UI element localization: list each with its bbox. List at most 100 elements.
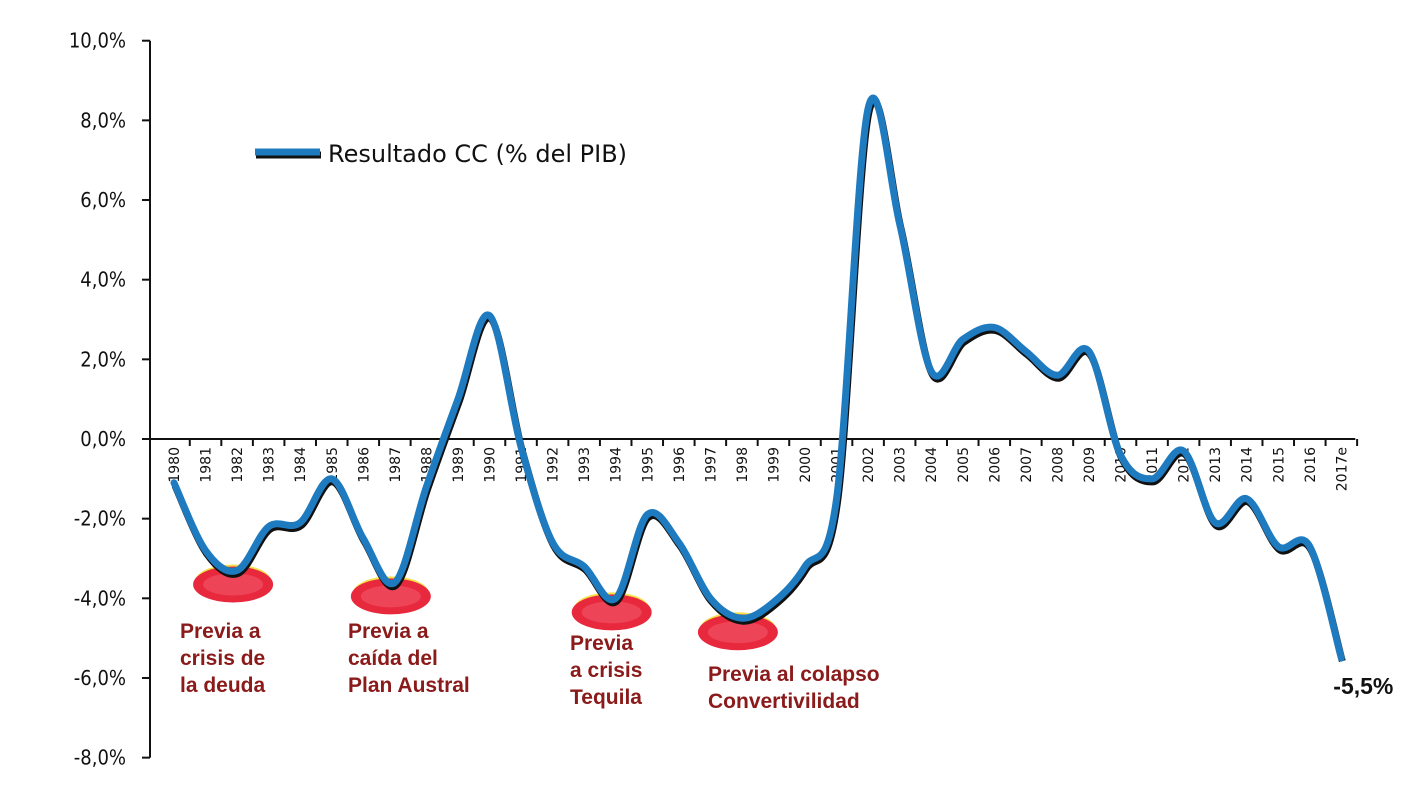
x-tick-label: 1984 — [293, 447, 309, 483]
data-point — [1339, 656, 1344, 661]
data-point — [266, 524, 271, 529]
y-tick-label: 2,0% — [80, 347, 126, 371]
x-tick-label: 2014 — [1240, 447, 1256, 483]
data-point — [645, 512, 650, 517]
x-tick-label: 1997 — [703, 447, 719, 483]
x-tick-label: 2000 — [798, 447, 814, 483]
data-point — [392, 580, 397, 585]
annotation-text: Previa al colapso — [708, 663, 880, 686]
data-point — [329, 476, 334, 481]
y-tick-label: 6,0% — [80, 188, 126, 212]
data-point — [487, 313, 492, 318]
x-tick-label: 1994 — [609, 447, 625, 483]
x-tick-label: 2008 — [1050, 447, 1066, 483]
data-point — [455, 397, 460, 402]
annotation-text: Plan Austral — [348, 674, 470, 697]
y-tick-label: 0,0% — [80, 427, 126, 451]
data-point — [519, 444, 524, 449]
annotation-text: Tequila — [570, 686, 642, 709]
x-tick-label: 1998 — [735, 447, 751, 483]
x-tick-label: 1989 — [451, 447, 467, 483]
x-tick-label: 1995 — [640, 447, 656, 483]
data-point — [992, 325, 997, 330]
x-tick-label: 2017e — [1334, 447, 1350, 491]
data-point — [424, 484, 429, 489]
data-point — [866, 106, 871, 111]
annotation-text: caída del — [348, 647, 438, 670]
highlight-ellipse-inner — [707, 621, 768, 644]
x-tick-label: 1990 — [483, 447, 499, 483]
highlight-ellipse-inner — [203, 573, 264, 596]
data-point — [676, 540, 681, 545]
data-point — [1181, 448, 1186, 453]
data-point — [1086, 349, 1091, 354]
data-point — [803, 564, 807, 569]
x-tick-label: 1987 — [388, 447, 404, 483]
x-tick-label: 2003 — [893, 447, 909, 483]
y-tick-label: 4,0% — [80, 268, 126, 292]
x-tick-label: 1982 — [230, 447, 246, 483]
data-point — [361, 536, 366, 541]
data-point — [1055, 373, 1060, 378]
data-point — [1276, 544, 1281, 549]
data-point — [708, 596, 713, 601]
legend-label: Resultado CC (% del PIB) — [328, 140, 627, 168]
data-point — [172, 480, 176, 485]
series-line — [170, 94, 1345, 662]
series-line-shadow — [171, 97, 1346, 663]
x-tick-label: 2002 — [861, 447, 877, 483]
x-tick-label: 2013 — [1208, 447, 1224, 483]
x-tick-label: 1993 — [577, 447, 593, 483]
x-tick-label: 1983 — [262, 447, 278, 483]
x-tick-label: 1992 — [546, 447, 562, 483]
annotation-text: la deuda — [180, 674, 266, 697]
annotation-text: Previa a — [180, 620, 261, 643]
x-tick-label: 1985 — [325, 447, 341, 483]
data-point — [960, 337, 965, 342]
x-tick-label: 1981 — [199, 447, 215, 483]
data-point — [897, 221, 902, 226]
data-label: -5,5% — [1333, 673, 1393, 699]
highlight-ellipse-inner — [360, 585, 421, 608]
x-tick-label: 1986 — [356, 447, 372, 483]
data-point — [550, 540, 555, 545]
x-tick-label: 2007 — [1019, 447, 1035, 483]
annotation-text: crisis de — [180, 647, 265, 670]
data-point — [1307, 544, 1312, 549]
y-tick-label: -8,0% — [74, 746, 126, 770]
data-point — [235, 568, 240, 573]
data-point — [298, 520, 303, 525]
annotation-text: Convertivilidad — [708, 690, 860, 713]
x-tick-label: 2004 — [924, 447, 940, 483]
x-tick-label: 2015 — [1271, 447, 1287, 483]
data-point — [582, 564, 587, 569]
data-point — [613, 596, 618, 601]
annotation-text: Previa — [570, 632, 633, 655]
y-tick-label: 8,0% — [80, 108, 126, 132]
data-point — [203, 548, 208, 553]
data-point — [1244, 496, 1249, 501]
x-tick-label: 1980 — [167, 447, 183, 483]
data-point — [1023, 349, 1028, 354]
annotation-text: Previa a — [348, 620, 429, 643]
data-point — [771, 600, 776, 605]
y-tick-label: 10,0% — [69, 29, 126, 53]
data-point — [1118, 452, 1123, 457]
y-tick-label: -6,0% — [74, 666, 126, 690]
data-point — [1150, 476, 1155, 481]
x-tick-label: 2005 — [956, 447, 972, 483]
data-point — [929, 369, 934, 374]
y-tick-label: -2,0% — [74, 507, 126, 531]
x-tick-label: 1996 — [672, 447, 688, 483]
data-point — [739, 616, 744, 621]
data-point — [834, 496, 839, 501]
data-point — [1213, 520, 1218, 525]
x-tick-label: 1999 — [766, 447, 782, 483]
annotation-text: a crisis — [570, 659, 642, 682]
x-tick-label: 2009 — [1082, 447, 1098, 483]
x-tick-label: 2006 — [987, 447, 1003, 483]
x-tick-label: 2016 — [1303, 447, 1319, 483]
highlight-ellipse-inner — [581, 601, 642, 624]
y-tick-label: -4,0% — [74, 586, 126, 610]
